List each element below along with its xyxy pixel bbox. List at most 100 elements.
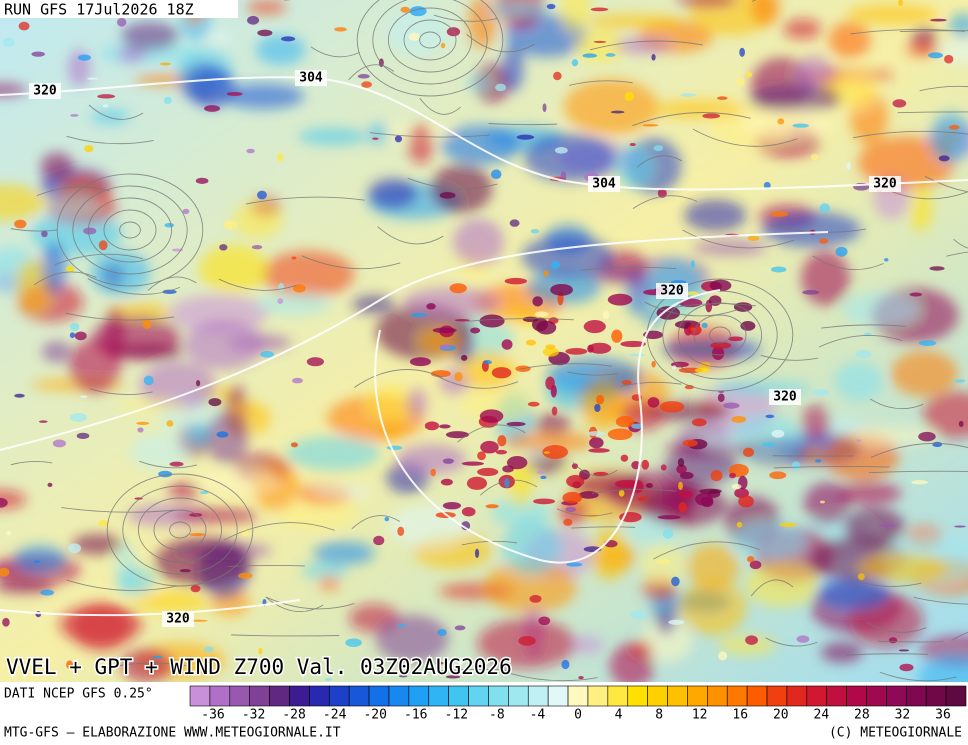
colorbar-swatch (627, 685, 648, 707)
field-speck (408, 32, 421, 41)
streamline (765, 637, 818, 647)
field-blob (120, 21, 179, 51)
field-blob (255, 34, 306, 66)
streamline (632, 112, 751, 127)
colorbar-swatch (189, 685, 211, 707)
field-blob (233, 201, 283, 239)
colorbar-swatch (607, 685, 629, 707)
field-speck (439, 424, 451, 429)
streamline (407, 177, 498, 190)
field-blob (717, 634, 776, 656)
field-speck (432, 327, 457, 334)
colorbar-tick-label: 28 (854, 708, 870, 723)
vortex (387, 7, 473, 73)
field-speck (678, 501, 687, 514)
field-speck (204, 105, 221, 112)
colorbar-tick-label: 20 (773, 708, 789, 723)
streamline (919, 85, 968, 92)
streamline (572, 462, 618, 477)
vortex (103, 209, 157, 251)
field-speck (440, 42, 446, 49)
vortex (356, 0, 504, 97)
field-speck (607, 293, 633, 306)
colorbar: -36 -32 -28 -24 -20 -16 -12 -8 -4 0 4 8 12 16 20 24 28 32… (189, 685, 967, 723)
field-speck (84, 145, 94, 153)
field-blob (572, 470, 647, 498)
field-blob (846, 4, 939, 25)
field-speck (535, 311, 549, 318)
field-blob (783, 18, 822, 40)
field-speck (34, 560, 41, 563)
field-blob (483, 560, 577, 614)
vortex (137, 497, 223, 563)
streamline (760, 354, 819, 361)
field-speck (909, 292, 923, 297)
colorbar-swatch (806, 685, 828, 707)
contour-label-bg (588, 176, 620, 192)
streamline (821, 324, 906, 329)
field-speck (179, 569, 191, 573)
field-speck (856, 439, 861, 442)
field-speck (77, 54, 91, 61)
streamline (466, 34, 535, 53)
field-speck (578, 676, 584, 680)
field-speck (739, 47, 745, 57)
field-speck (97, 94, 116, 99)
field-speck (470, 327, 481, 334)
field-speck (277, 298, 284, 304)
field-speck (718, 651, 728, 661)
field-speck (938, 155, 950, 162)
field-blob (750, 0, 781, 27)
field-speck (226, 91, 243, 96)
field-blob (761, 211, 861, 248)
field-speck (69, 412, 88, 422)
field-speck (536, 320, 557, 335)
colorbar-tick-label: 0 (574, 708, 582, 723)
field-speck (749, 560, 762, 570)
streamline (432, 372, 519, 389)
field-blob (206, 411, 249, 466)
vortex (122, 485, 238, 575)
field-speck (533, 498, 556, 505)
field-speck (69, 322, 80, 332)
field-speck (944, 54, 954, 64)
streamline (556, 508, 613, 517)
field-speck (819, 203, 830, 213)
streamline (869, 398, 924, 410)
colorbar-tick-label: 24 (814, 708, 830, 723)
field-speck (5, 530, 12, 536)
field-blob (890, 350, 959, 397)
field-speck (611, 329, 623, 343)
field-speck (477, 467, 499, 477)
field-speck (729, 472, 737, 479)
colorbar-swatch (309, 685, 330, 707)
field-speck (593, 471, 609, 477)
field-speck (501, 339, 513, 350)
field-speck (430, 468, 436, 477)
field-blob (559, 0, 591, 33)
field-blob (679, 580, 746, 635)
data-source: DATI NCEP GFS 0.25° (4, 687, 153, 702)
field-blob (223, 83, 304, 109)
field-speck (291, 256, 297, 260)
field-speck (203, 646, 214, 652)
streamline (878, 640, 944, 643)
field-speck (929, 266, 945, 271)
field-blob (748, 83, 841, 114)
field-speck (497, 435, 507, 447)
field-speck (929, 18, 947, 22)
field-blob (52, 193, 102, 220)
field-speck (474, 548, 480, 558)
field-speck (709, 279, 732, 292)
streamline (750, 579, 794, 597)
field-speck (684, 385, 694, 390)
streamline (10, 228, 58, 232)
field-speck (615, 415, 635, 428)
colorbar-tick-label: 12 (692, 708, 708, 723)
field-blob (521, 235, 614, 278)
field-speck (651, 54, 656, 61)
streamline (348, 64, 395, 81)
field-speck (637, 496, 647, 502)
field-speck (745, 71, 753, 78)
field-speck (571, 59, 579, 67)
